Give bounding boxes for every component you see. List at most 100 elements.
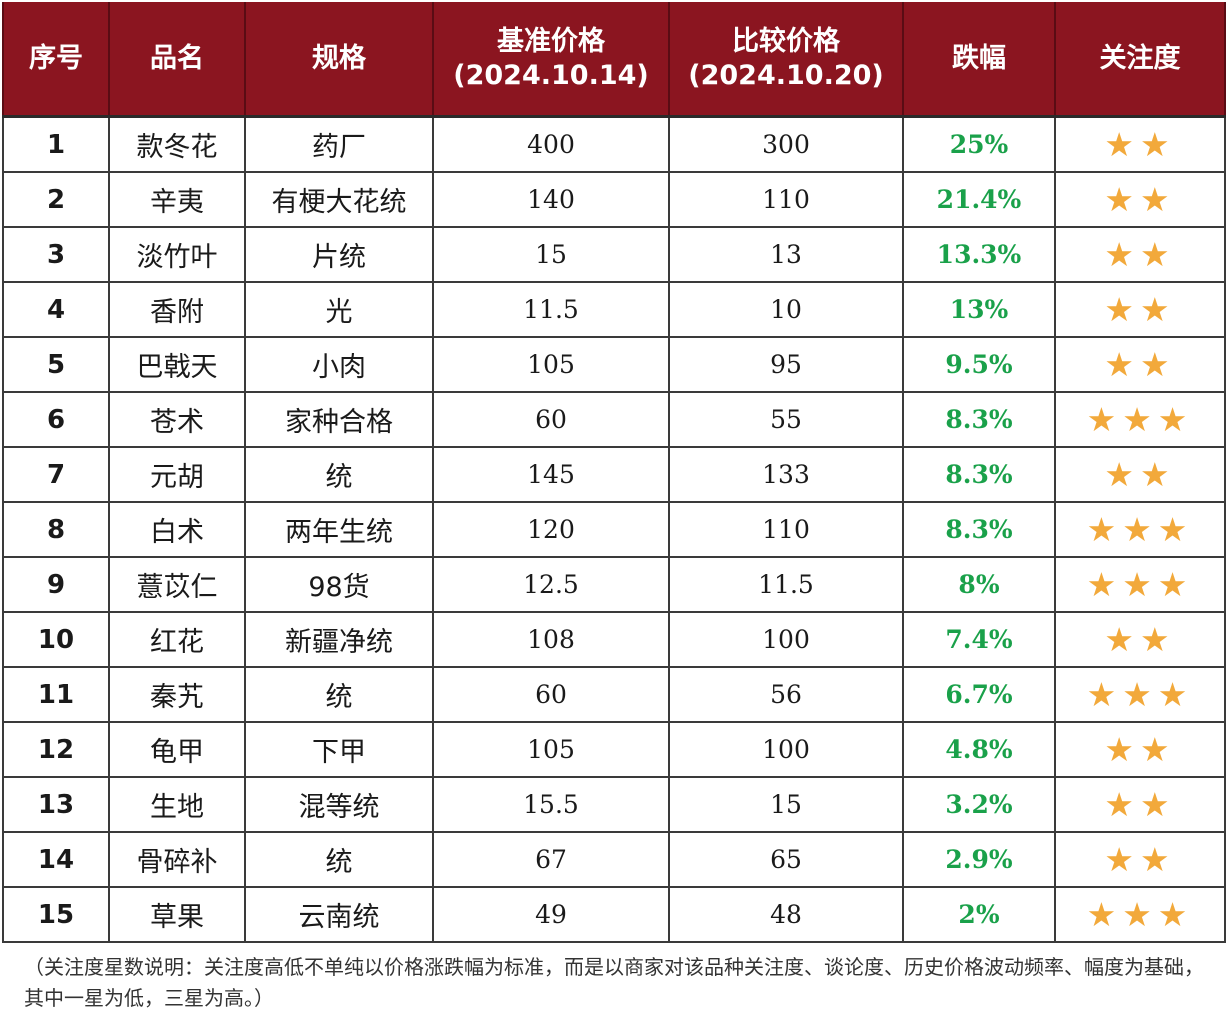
compare-price: 56	[668, 666, 904, 723]
item-spec: 家种合格	[244, 391, 434, 448]
base-price: 67	[432, 831, 670, 888]
item-name: 秦艽	[108, 666, 246, 723]
base-price: 145	[432, 446, 670, 503]
base-price: 49	[432, 886, 670, 943]
attention-stars: ★★	[1054, 115, 1226, 173]
item-spec: 混等统	[244, 776, 434, 833]
table-row: 5 巴戟天 小肉 105 95 9.5% ★★	[2, 336, 1226, 393]
row-number: 1	[2, 115, 110, 173]
table-row: 7 元胡统 145 133 8.3% ★★	[2, 446, 1226, 503]
item-spec: 云南统	[244, 886, 434, 943]
row-number: 9	[2, 556, 110, 613]
table-row: 12 龟甲 下甲 105 100 4.8% ★★	[2, 721, 1226, 778]
item-name: 香附	[108, 281, 246, 338]
table-row: 2 辛夷 有梗大花统 140 110 21.4% ★★	[2, 171, 1226, 228]
item-spec: 统	[244, 831, 434, 888]
header-cell-drop: 跌幅	[902, 2, 1056, 118]
base-price: 105	[432, 721, 670, 778]
base-price: 120	[432, 501, 670, 558]
compare-price: 48	[668, 886, 904, 943]
row-number: 8	[2, 501, 110, 558]
item-name: 苍术	[108, 391, 246, 448]
item-name: 草果	[108, 886, 246, 943]
item-name: 生地	[108, 776, 246, 833]
price-drop: 2%	[902, 886, 1056, 943]
compare-price: 10	[668, 281, 904, 338]
header-cell-base-price: 基准价格 (2024.10.14)	[432, 2, 670, 118]
header-cell-compare-price: 比较价格 (2024.10.20)	[668, 2, 904, 118]
table-row: 6 苍术 家种合格 60 55 8.3% ★★★	[2, 391, 1226, 448]
price-drop: 7.4%	[902, 611, 1056, 668]
compare-price: 55	[668, 391, 904, 448]
base-price: 15.5	[432, 776, 670, 833]
row-number: 7	[2, 446, 110, 503]
table-row: 9 薏苡仁 98货 12.5 11.5 8% ★★★	[2, 556, 1226, 613]
base-price: 140	[432, 171, 670, 228]
item-name: 红花	[108, 611, 246, 668]
row-number: 3	[2, 226, 110, 283]
base-price: 60	[432, 391, 670, 448]
compare-price: 300	[668, 115, 904, 173]
row-number: 14	[2, 831, 110, 888]
table-row: 1 款冬花 药厂 400 300 25% ★★	[2, 115, 1226, 173]
row-number: 5	[2, 336, 110, 393]
attention-stars: ★★	[1054, 831, 1226, 888]
item-name: 巴戟天	[108, 336, 246, 393]
price-drop: 25%	[902, 115, 1056, 173]
table-row: 15 草果 云南统 49 48 2% ★★★	[2, 886, 1226, 943]
item-name: 白术	[108, 501, 246, 558]
compare-price: 65	[668, 831, 904, 888]
table-row: 14 骨碎补统 67 65 2.9% ★★	[2, 831, 1226, 888]
table-row: 11 秦艽统 60 56 6.7% ★★★	[2, 666, 1226, 723]
compare-price: 100	[668, 611, 904, 668]
table-row: 4 香附光 11.5 10 13% ★★	[2, 281, 1226, 338]
compare-price: 110	[668, 501, 904, 558]
header-cell-spec: 规格	[244, 2, 434, 118]
base-price: 105	[432, 336, 670, 393]
row-number: 4	[2, 281, 110, 338]
price-drop: 21.4%	[902, 171, 1056, 228]
compare-price: 133	[668, 446, 904, 503]
item-name: 元胡	[108, 446, 246, 503]
table-body: 1 款冬花 药厂 400 300 25% ★★ 2 辛夷 有梗大花统 140 110 21.4% ★★ 3 淡…	[2, 115, 1226, 943]
base-price: 400	[432, 115, 670, 173]
price-drop: 6.7%	[902, 666, 1056, 723]
item-spec: 光	[244, 281, 434, 338]
attention-stars: ★★	[1054, 721, 1226, 778]
header-cell-attention: 关注度	[1054, 2, 1226, 118]
price-drop: 8.3%	[902, 391, 1056, 448]
item-name: 骨碎补	[108, 831, 246, 888]
price-drop: 8.3%	[902, 446, 1056, 503]
item-spec: 统	[244, 446, 434, 503]
table-row: 3 淡竹叶 片统 15 13 13.3% ★★	[2, 226, 1226, 283]
row-number: 10	[2, 611, 110, 668]
price-drop: 8.3%	[902, 501, 1056, 558]
row-number: 13	[2, 776, 110, 833]
price-drop: 2.9%	[902, 831, 1056, 888]
compare-price: 95	[668, 336, 904, 393]
item-spec: 新疆净统	[244, 611, 434, 668]
attention-note: （关注度星数说明：关注度高低不单纯以价格涨跌幅为标准，而是以商家对该品种关注度、…	[24, 955, 1204, 1010]
item-spec: 98货	[244, 556, 434, 613]
attention-stars: ★★★	[1054, 556, 1226, 613]
item-spec: 统	[244, 666, 434, 723]
table-row: 8 白术 两年生统 120 110 8.3% ★★★	[2, 501, 1226, 558]
item-spec: 有梗大花统	[244, 171, 434, 228]
row-number: 11	[2, 666, 110, 723]
attention-stars: ★★	[1054, 281, 1226, 338]
attention-stars: ★★	[1054, 171, 1226, 228]
price-drop: 8%	[902, 556, 1056, 613]
item-name: 淡竹叶	[108, 226, 246, 283]
row-number: 12	[2, 721, 110, 778]
attention-stars: ★★	[1054, 336, 1226, 393]
base-price: 12.5	[432, 556, 670, 613]
attention-stars: ★★	[1054, 776, 1226, 833]
price-drop: 3.2%	[902, 776, 1056, 833]
row-number: 2	[2, 171, 110, 228]
base-price: 108	[432, 611, 670, 668]
compare-price: 15	[668, 776, 904, 833]
table-row: 10 红花 新疆净统 108 100 7.4% ★★	[2, 611, 1226, 668]
item-spec: 下甲	[244, 721, 434, 778]
attention-stars: ★★★	[1054, 886, 1226, 943]
